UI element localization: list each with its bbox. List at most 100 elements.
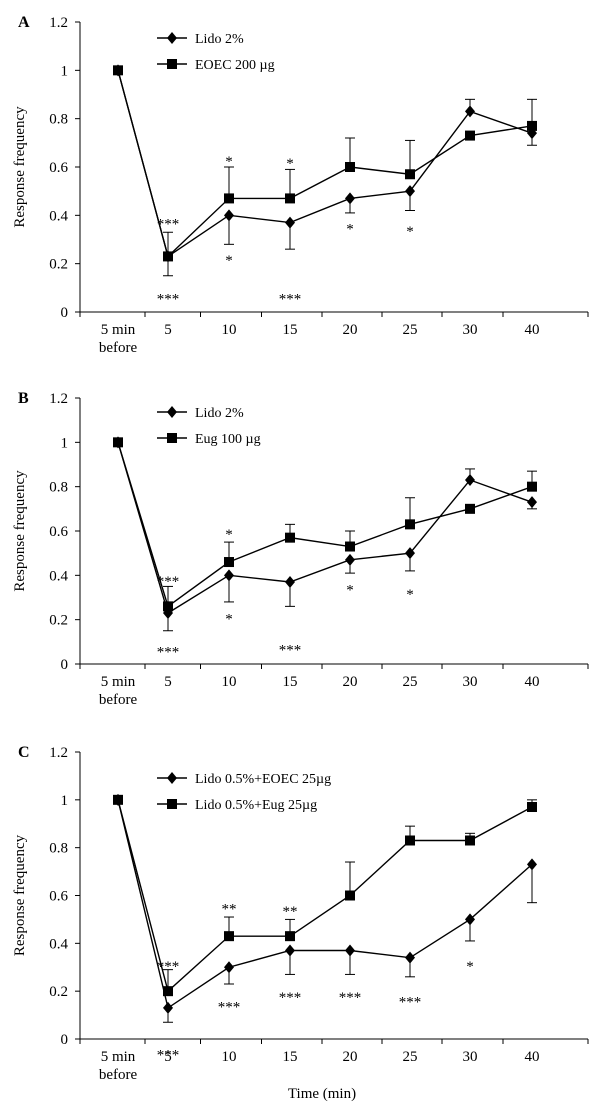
significance-marker: * <box>346 583 354 599</box>
x-tick-label: 30 <box>463 674 478 690</box>
x-tick-label: before <box>99 340 138 356</box>
legend-label: Lido 2% <box>195 406 244 421</box>
data-point-diamond <box>405 547 415 560</box>
significance-marker: * <box>406 587 414 603</box>
chart-panel-a: A 0 0.2 0.4 0.6 0.8 1 1.2 Response frequency 5 mi… <box>12 14 589 356</box>
y-tick-label: 0 <box>61 305 69 321</box>
data-point-square <box>405 519 415 530</box>
data-point-square <box>527 802 537 813</box>
data-point-square <box>405 835 415 846</box>
data-point-square <box>113 794 123 805</box>
significance-marker: ** <box>283 904 298 920</box>
significance-marker: *** <box>157 645 180 661</box>
legend-entry: Eug 100 µg <box>157 432 261 447</box>
y-axis-label: Response frequency <box>12 470 28 592</box>
x-tick-label: 15 <box>283 322 298 338</box>
panel-label: B <box>18 390 29 407</box>
data-point-diamond <box>345 192 355 205</box>
x-tick-label: 25 <box>403 674 418 690</box>
significance-marker: *** <box>339 990 362 1006</box>
series-diamond <box>113 436 537 632</box>
legend-marker-diamond <box>167 32 177 44</box>
significance-marker: *** <box>157 959 180 975</box>
data-point-square <box>285 532 295 543</box>
data-point-square <box>527 120 537 131</box>
data-point-diamond <box>285 944 295 957</box>
significance-marker: * <box>406 224 414 240</box>
y-tick-label: 0.2 <box>49 257 68 273</box>
significance-marker: * <box>286 156 294 172</box>
data-point-diamond <box>345 944 355 957</box>
data-point-diamond <box>285 216 295 229</box>
significance-marker: *** <box>157 574 180 590</box>
x-tick-label: 20 <box>343 674 358 690</box>
data-point-square <box>465 835 475 846</box>
significance-marker: *** <box>399 995 422 1011</box>
legend-entry: Lido 0.5%+Eug 25µg <box>157 798 317 813</box>
data-point-square <box>113 437 123 448</box>
data-point-square <box>163 601 173 612</box>
legend-entry: Lido 2% <box>157 406 244 421</box>
data-point-diamond <box>405 185 415 198</box>
significance-marker: * <box>225 154 233 170</box>
series-diamond <box>113 64 537 263</box>
y-axis-label: Response frequency <box>12 834 28 956</box>
legend-entry: Lido 2% <box>157 32 244 47</box>
data-point-square <box>163 986 173 997</box>
data-point-square <box>465 130 475 141</box>
data-point-diamond <box>345 553 355 566</box>
legend-label: Lido 0.5%+Eug 25µg <box>195 798 317 813</box>
chart-panel-c: C 0 0.2 0.4 0.6 0.8 1 1.2 Response frequency 5 mi… <box>12 744 589 1083</box>
x-tick-label: 5 <box>164 1049 172 1065</box>
series-line <box>117 70 533 258</box>
x-tick-label: 15 <box>283 1049 298 1065</box>
series-square <box>113 794 537 997</box>
x-tick-label: 5 <box>164 322 172 338</box>
x-tick-label: before <box>99 1067 138 1083</box>
y-tick-label: 1 <box>61 435 69 451</box>
legend-label: EOEC 200 µg <box>195 58 275 73</box>
data-point-diamond <box>163 1001 173 1014</box>
x-tick-label: 20 <box>343 322 358 338</box>
y-tick-label: 0.4 <box>49 208 68 224</box>
x-axis-label: Time (min) <box>288 1086 356 1102</box>
data-point-square <box>465 503 475 514</box>
y-tick-label: 0.8 <box>49 112 68 128</box>
data-point-square <box>224 931 234 942</box>
series-square <box>113 65 537 277</box>
y-tick-label: 1.2 <box>49 15 68 31</box>
significance-marker: * <box>225 253 233 269</box>
data-point-square <box>345 541 355 552</box>
data-point-diamond <box>465 474 475 487</box>
y-tick-label: 0.4 <box>49 568 68 584</box>
data-point-square <box>224 193 234 204</box>
significance-marker: *** <box>157 1047 180 1063</box>
chart-panel-b: B 0 0.2 0.4 0.6 0.8 1 1.2 Response frequency 5 mi… <box>12 390 589 708</box>
x-tick-label: 25 <box>403 322 418 338</box>
y-tick-label: 0.8 <box>49 841 68 857</box>
y-tick-label: 0.2 <box>49 613 68 629</box>
data-point-diamond <box>527 858 537 871</box>
y-tick-label: 0.8 <box>49 480 68 496</box>
panel-label: C <box>18 744 30 761</box>
data-point-square <box>405 169 415 180</box>
y-tick-label: 0.2 <box>49 984 68 1000</box>
x-tick-label: 30 <box>463 322 478 338</box>
y-tick-label: 0.6 <box>49 889 68 905</box>
data-point-square <box>527 481 537 492</box>
data-point-square <box>285 193 295 204</box>
significance-marker: *** <box>279 990 302 1006</box>
y-axis-label: Response frequency <box>12 106 28 228</box>
series-line <box>117 799 533 993</box>
data-point-square <box>163 251 173 262</box>
y-tick-label: 0.6 <box>49 160 68 176</box>
x-tick-label: before <box>99 692 138 708</box>
legend-entry: EOEC 200 µg <box>157 58 275 73</box>
x-tick-label: 25 <box>403 1049 418 1065</box>
y-tick-label: 1 <box>61 793 69 809</box>
data-point-diamond <box>224 569 234 582</box>
legend-marker-square <box>167 433 177 443</box>
significance-marker: *** <box>279 292 302 308</box>
series-line <box>117 70 533 258</box>
